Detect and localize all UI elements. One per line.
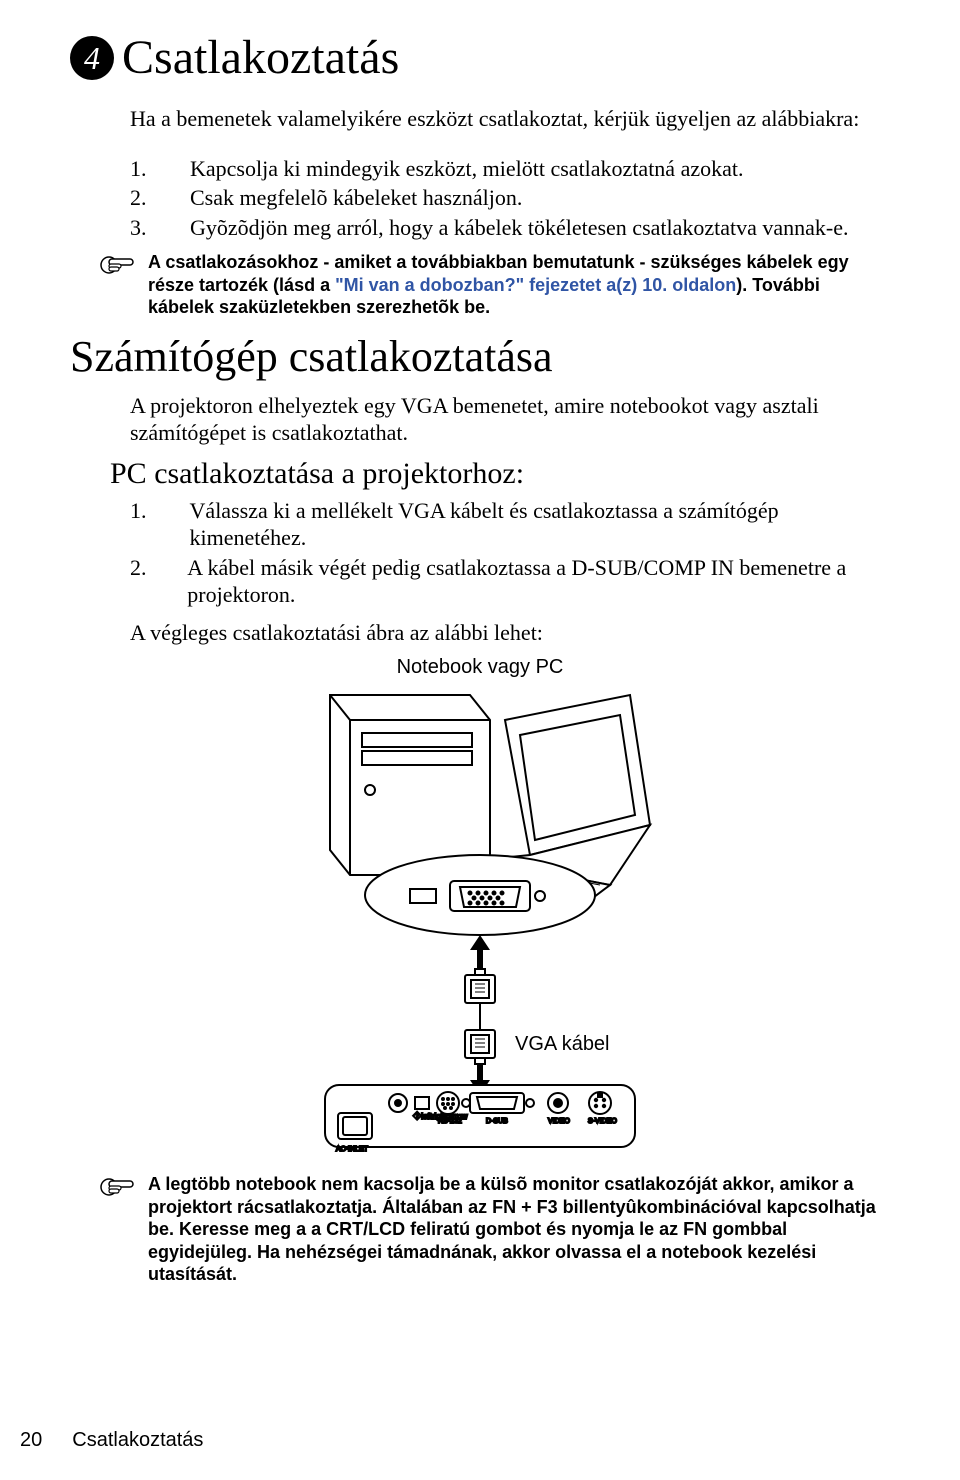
- pointing-hand-icon: [100, 251, 138, 275]
- section-heading: Számítógép csatlakoztatása: [70, 331, 890, 382]
- cross-reference-link[interactable]: "Mi van a dobozban?" fejezetet a(z) 10. …: [335, 275, 736, 295]
- chapter-title: Csatlakoztatás: [122, 30, 399, 85]
- list-number: 2.: [130, 184, 160, 212]
- list-text: A kábel másik végét pedig csatlakoztassa…: [187, 554, 890, 609]
- page-number: 20: [20, 1429, 42, 1452]
- diagram-label-top: Notebook vagy PC: [397, 656, 564, 679]
- pc-list: 1. Válassza ki a mellékelt VGA kábelt és …: [130, 497, 890, 609]
- intro-paragraph: Ha a bemenetek valamelyikére eszközt csa…: [130, 105, 890, 133]
- list-text: Csak megfelelõ kábeleket használjon.: [190, 184, 522, 212]
- body-paragraph: A projektoron elhelyeztek egy VGA bemene…: [130, 392, 890, 447]
- list-number: 3.: [130, 214, 160, 242]
- diagram-svg: VGA kábel AC-INLET �leftrightarrow: [270, 685, 690, 1155]
- svg-text:D-SUB: D-SUB: [486, 1118, 508, 1125]
- chapter-heading: 4 Csatlakoztatás: [70, 30, 890, 85]
- setup-list: 1. Kapcsolja ki mindegyik eszközt, mielöt…: [130, 155, 890, 242]
- svg-text:VIDEO: VIDEO: [548, 1118, 570, 1125]
- svg-text:AC-INLET: AC-INLET: [336, 1146, 369, 1153]
- chapter-number-badge: 4: [70, 36, 114, 80]
- diagram-label-side: VGA kábel: [515, 1033, 610, 1055]
- svg-text:S-VIDEO: S-VIDEO: [588, 1118, 617, 1125]
- footer-section: Csatlakoztatás: [72, 1429, 203, 1452]
- list-text: Kapcsolja ki mindegyik eszközt, mielött …: [190, 155, 743, 183]
- list-text: Gyõzõdjön meg arról, hogy a kábelek töké…: [190, 214, 849, 242]
- svg-text:RS-232: RS-232: [438, 1118, 462, 1125]
- note-2: A legtöbb notebook nem kacsolja be a kül…: [100, 1173, 890, 1286]
- note-text: A legtöbb notebook nem kacsolja be a kül…: [148, 1173, 890, 1286]
- list-number: 1.: [130, 497, 160, 552]
- body-paragraph: A végleges csatlakoztatási ábra az alább…: [130, 619, 890, 647]
- connection-diagram: Notebook vagy PC: [70, 656, 890, 1155]
- page-footer: 20 Csatlakoztatás: [20, 1429, 203, 1452]
- list-number: 1.: [130, 155, 160, 183]
- note-text: A csatlakozásokhoz - amiket a továbbiakb…: [148, 251, 890, 319]
- subsection-heading: PC csatlakoztatása a projektorhoz:: [110, 457, 890, 491]
- list-text: Válassza ki a mellékelt VGA kábelt és cs…: [190, 497, 890, 552]
- note-1: A csatlakozásokhoz - amiket a továbbiakb…: [100, 251, 890, 319]
- list-number: 2.: [130, 554, 157, 609]
- pointing-hand-icon: [100, 1173, 138, 1197]
